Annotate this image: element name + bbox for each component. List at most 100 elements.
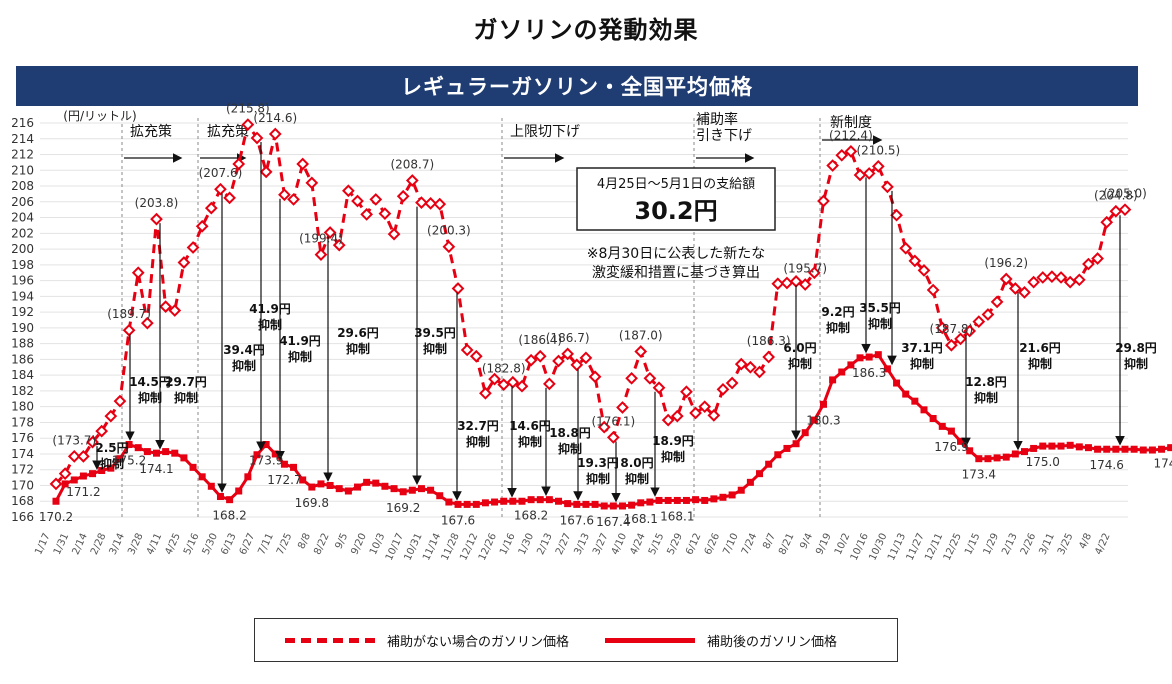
point-subsidized [573, 500, 581, 508]
x-tick-label: 7/24 [740, 532, 759, 557]
y-tick-label: 176 [11, 431, 34, 445]
point-no-subsidy [1082, 257, 1095, 271]
point-subsidized [1167, 444, 1172, 452]
y-tick-label: 184 [11, 368, 34, 382]
y-tick-label: 166 [11, 510, 34, 524]
point-no-subsidy [734, 357, 748, 371]
point-subsidized [317, 480, 325, 488]
point-no-subsidy [278, 188, 291, 202]
point-subsidized [1103, 445, 1111, 453]
x-tick-label: 8/21 [777, 532, 796, 557]
point-no-subsidy [862, 167, 876, 180]
x-tick-label: 5/15 [647, 532, 666, 557]
subsidized-price-label: 168.2 [514, 509, 548, 523]
point-subsidized [609, 502, 617, 510]
point-no-subsidy [287, 193, 300, 206]
point-subsidized [564, 500, 572, 508]
point-no-subsidy [762, 350, 776, 364]
y-axis-label: (円/リットル) [63, 109, 136, 123]
subsidized-price-label: 171.2 [66, 485, 100, 499]
y-tick-label: 208 [11, 179, 34, 193]
legend-label: 補助がない場合のガソリン価格 [387, 634, 570, 650]
point-subsidized [290, 463, 298, 471]
point-no-subsidy [323, 226, 337, 239]
point-subsidized [628, 501, 636, 509]
point-no-subsidy [926, 283, 940, 297]
point-no-subsidy [817, 194, 830, 208]
point-no-subsidy [798, 278, 812, 291]
point-no-subsidy [579, 351, 593, 365]
point-no-subsidy [451, 282, 465, 295]
point-no-subsidy [908, 254, 922, 268]
point-subsidized [1112, 445, 1120, 453]
point-subsidized [545, 496, 553, 504]
point-no-subsidy [141, 316, 154, 330]
point-no-subsidy [1036, 271, 1050, 284]
point-subsidized [893, 379, 901, 387]
point-subsidized [947, 427, 955, 435]
y-tick-label: 168 [11, 494, 34, 508]
x-tick-label: 2/13 [1000, 532, 1019, 557]
point-subsidized [472, 500, 480, 508]
point-subsidized [98, 467, 106, 475]
subsidized-price-label: 167.4 [596, 515, 630, 529]
point-subsidized [527, 496, 535, 504]
point-subsidized [116, 455, 124, 463]
y-tick-label: 178 [11, 415, 34, 429]
point-no-subsidy [588, 370, 602, 384]
subsidized-price-label: 174.1 [139, 462, 173, 476]
point-no-subsidy [232, 157, 246, 171]
peak-price-label: (187.0) [619, 329, 663, 343]
point-no-subsidy [789, 275, 803, 288]
point-no-subsidy [835, 148, 849, 162]
point-subsidized [299, 476, 307, 484]
point-subsidized [682, 496, 690, 504]
y-tick-label: 198 [11, 258, 34, 272]
point-no-subsidy [405, 174, 419, 187]
point-subsidized [865, 353, 873, 361]
subsidized-price-label: 167.6 [441, 513, 475, 527]
point-no-subsidy [881, 180, 894, 194]
point-no-subsidy [1100, 215, 1114, 229]
peak-price-label: (208.7) [390, 158, 434, 172]
x-tick-label: 4/10 [610, 532, 629, 557]
point-subsidized [746, 478, 754, 486]
phase-label: 新制度 [830, 115, 872, 131]
point-subsidized [125, 441, 133, 449]
point-subsidized [984, 455, 992, 463]
point-subsidized [235, 487, 243, 495]
subsidized-price-label: 175.2 [112, 454, 146, 468]
point-subsidized [856, 354, 864, 362]
peak-price-label: (204.8) [1094, 188, 1138, 202]
point-subsidized [463, 500, 471, 508]
callout-amount: 30.2円 [634, 197, 717, 225]
point-subsidized [783, 444, 791, 452]
point-no-subsidy [150, 212, 163, 226]
point-no-subsidy [597, 420, 611, 434]
point-subsidized [975, 455, 983, 463]
x-tick-label: 1/30 [517, 532, 536, 557]
point-subsidized [344, 487, 352, 495]
point-subsidized [1094, 445, 1102, 453]
point-subsidized [692, 496, 700, 504]
point-no-subsidy [77, 449, 90, 463]
x-tick-label: 5/30 [201, 532, 220, 557]
peak-price-label: (195.7) [783, 262, 827, 276]
point-subsidized [646, 498, 654, 506]
peak-price-label: (186.7) [546, 331, 590, 345]
x-tick-label: 2/28 [89, 532, 108, 557]
suppression-label: 8.0円抑制 [620, 456, 653, 486]
x-tick-label: 3/27 [591, 532, 610, 557]
point-subsidized [491, 498, 499, 506]
point-subsidized [1084, 444, 1092, 452]
x-tick-label: 4/8 [1077, 532, 1094, 551]
peak-price-label: (196.2) [984, 256, 1028, 270]
point-no-subsidy [396, 189, 410, 203]
point-subsidized [1048, 442, 1056, 450]
point-subsidized [710, 495, 718, 503]
subsidized-price-label: 175.0 [1026, 455, 1060, 469]
point-no-subsidy [634, 345, 648, 358]
point-subsidized [801, 429, 809, 437]
point-no-subsidy [305, 176, 319, 190]
point-no-subsidy [945, 338, 958, 352]
